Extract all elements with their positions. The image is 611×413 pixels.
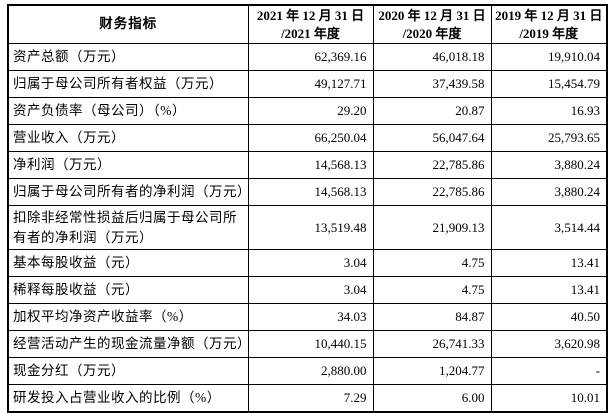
value-2021: 14,568.13: [247, 151, 374, 180]
row-label: 资产负债率（母公司）（%）: [7, 97, 249, 126]
value-2019: 15,454.79: [490, 70, 608, 99]
row-label: 基本每股收益（元）: [7, 249, 249, 278]
value-2019: 3,880.24: [490, 151, 608, 180]
table-row: 现金分红（万元） 2,880.00 1,204.77 -: [7, 357, 608, 386]
table-row: 归属于母公司所有者权益（万元） 49,127.71 37,439.58 15,4…: [7, 70, 608, 99]
row-label: 研发投入占营业收入的比例（%）: [7, 384, 249, 413]
table-row: 资产负债率（母公司）（%） 29.20 20.87 16.93: [7, 97, 608, 126]
table-row: 研发投入占营业收入的比例（%） 7.29 6.00 10.01: [7, 384, 608, 413]
table-row: 稀释每股收益（元） 3.04 4.75 13.41: [7, 276, 608, 305]
value-2021: 13,519.48: [247, 205, 374, 251]
table-row: 资产总额（万元） 62,369.16 46,018.18 19,910.04: [7, 43, 608, 72]
table-header: 财务指标 2021 年 12 月 31 日 /2021 年度 2020 年 12…: [7, 4, 608, 45]
value-2019: -: [490, 357, 608, 386]
value-2020: 26,741.33: [372, 330, 492, 359]
value-2020: 22,785.86: [372, 178, 492, 207]
table-row: 营业收入（万元） 66,250.04 56,047.64 25,793.65: [7, 124, 608, 153]
value-2020: 21,909.13: [372, 205, 492, 251]
header-row: 财务指标 2021 年 12 月 31 日 /2021 年度 2020 年 12…: [7, 4, 608, 45]
value-2021: 3.04: [247, 249, 374, 278]
value-2020: 22,785.86: [372, 151, 492, 180]
row-label: 扣除非经常性损益后归属于母公司所有者的净利润（万元）: [7, 205, 249, 251]
table-row: 扣除非经常性损益后归属于母公司所有者的净利润（万元） 13,519.48 21,…: [7, 205, 608, 251]
value-2021: 62,369.16: [247, 43, 374, 72]
value-2021: 3.04: [247, 276, 374, 305]
header-period-2019: 2019 年 12 月 31 日 /2019 年度: [490, 4, 608, 45]
header-period-2021-year: /2021 年度: [281, 25, 340, 41]
header-period-2020: 2020 年 12 月 31 日 /2020 年度: [372, 4, 492, 45]
value-2020: 84.87: [372, 303, 492, 332]
row-label: 归属于母公司所有者权益（万元）: [7, 70, 249, 99]
value-2020: 6.00: [372, 384, 492, 413]
value-2021: 10,440.15: [247, 330, 374, 359]
value-2020: 37,439.58: [372, 70, 492, 99]
value-2021: 14,568.13: [247, 178, 374, 207]
value-2020: 4.75: [372, 249, 492, 278]
financial-indicators-table: 财务指标 2021 年 12 月 31 日 /2021 年度 2020 年 12…: [7, 4, 608, 413]
value-2020: 4.75: [372, 276, 492, 305]
table-row: 加权平均净资产收益率（%） 34.03 84.87 40.50: [7, 303, 608, 332]
row-label: 经营活动产生的现金流量净额（万元）: [7, 330, 249, 359]
value-2021: 34.03: [247, 303, 374, 332]
value-2019: 13.41: [490, 276, 608, 305]
table-body: 资产总额（万元） 62,369.16 46,018.18 19,910.04 归…: [7, 43, 608, 413]
value-2021: 49,127.71: [247, 70, 374, 99]
table-row: 基本每股收益（元） 3.04 4.75 13.41: [7, 249, 608, 278]
header-period-2020-year: /2020 年度: [402, 25, 462, 41]
row-label: 归属于母公司所有者的净利润（万元）: [7, 178, 249, 207]
value-2020: 20.87: [372, 97, 492, 126]
header-period-2019-date: 2019 年 12 月 31 日: [495, 8, 603, 23]
row-label: 资产总额（万元）: [7, 43, 249, 72]
table-row: 归属于母公司所有者的净利润（万元） 14,568.13 22,785.86 3,…: [7, 178, 608, 207]
value-2021: 29.20: [247, 97, 374, 126]
value-2020: 46,018.18: [372, 43, 492, 72]
row-label: 现金分红（万元）: [7, 357, 249, 386]
row-label: 营业收入（万元）: [7, 124, 249, 153]
row-label: 加权平均净资产收益率（%）: [7, 303, 249, 332]
header-period-2020-date: 2020 年 12 月 31 日: [378, 8, 486, 23]
value-2019: 25,793.65: [490, 124, 608, 153]
row-label: 稀释每股收益（元）: [7, 276, 249, 305]
value-2019: 3,880.24: [490, 178, 608, 207]
value-2019: 19,910.04: [490, 43, 608, 72]
value-2019: 10.01: [490, 384, 608, 413]
header-period-2021-date: 2021 年 12 月 31 日: [256, 8, 365, 23]
value-2019: 3,514.44: [490, 205, 608, 251]
value-2019: 16.93: [490, 97, 608, 126]
value-2019: 40.50: [490, 303, 608, 332]
header-indicator: 财务指标: [7, 4, 249, 45]
value-2019: 13.41: [490, 249, 608, 278]
value-2019: 3,620.98: [490, 330, 608, 359]
header-period-2021: 2021 年 12 月 31 日 /2021 年度: [247, 4, 374, 45]
row-label: 净利润（万元）: [7, 151, 249, 180]
header-period-2019-year: /2019 年度: [519, 25, 579, 41]
table-row: 净利润（万元） 14,568.13 22,785.86 3,880.24: [7, 151, 608, 180]
value-2021: 7.29: [247, 384, 374, 413]
value-2020: 1,204.77: [372, 357, 492, 386]
value-2021: 2,880.00: [247, 357, 374, 386]
value-2020: 56,047.64: [372, 124, 492, 153]
value-2021: 66,250.04: [247, 124, 374, 153]
table-row: 经营活动产生的现金流量净额（万元） 10,440.15 26,741.33 3,…: [7, 330, 608, 359]
